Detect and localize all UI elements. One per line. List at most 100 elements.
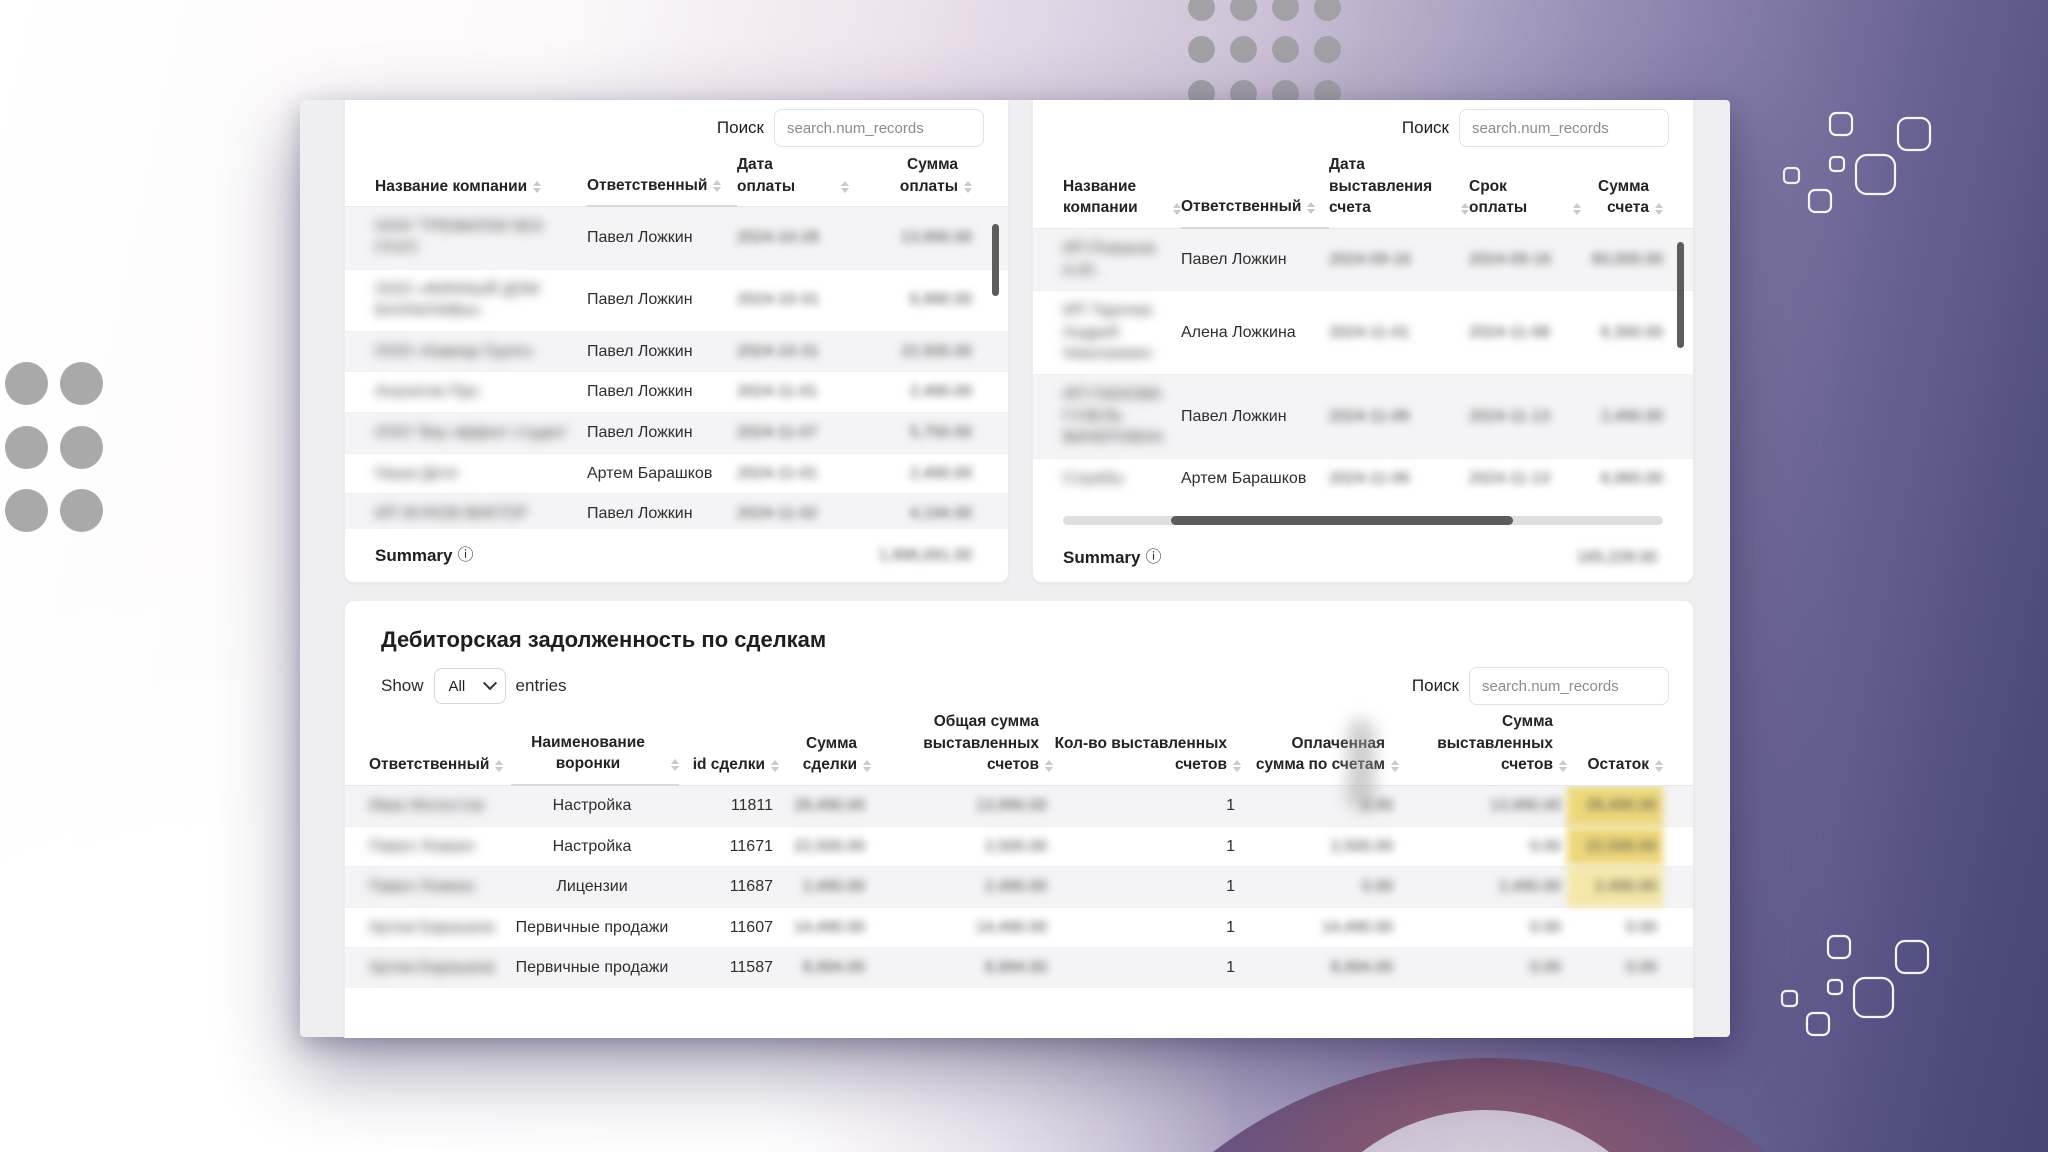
cell-responsible: Павел Ложкин bbox=[587, 383, 693, 401]
cell-amount: 22,500.00 bbox=[900, 342, 972, 360]
column-header-company[interactable]: Название компании bbox=[1063, 176, 1181, 228]
cell-rest-highlighted: 2,490.00 bbox=[1567, 867, 1663, 907]
cell-invoice-count: 1 bbox=[1226, 918, 1235, 936]
cell-date: 2024-10-31 bbox=[737, 291, 819, 309]
cell-amount: 2,490.00 bbox=[909, 383, 972, 401]
summary-label: Summary bbox=[375, 546, 453, 565]
column-header-issue-date[interactable]: Дата выставления счета bbox=[1329, 154, 1469, 228]
table-row: ИП ЖУКОВ ВИКТОР Павел Ложкин 2024-11-02 … bbox=[345, 493, 1008, 530]
payments-table-card: Поиск Название компании Ответственный Да… bbox=[344, 100, 1009, 583]
cell-company: ООО «Кавиар Групп» bbox=[375, 342, 535, 360]
cell-deal-id: 11607 bbox=[729, 918, 773, 936]
sort-icon bbox=[1045, 760, 1053, 773]
info-icon[interactable] bbox=[1145, 550, 1161, 566]
invoices-summary-row: Summary 165,228.00 bbox=[1063, 548, 1657, 568]
column-header-invoiced-total[interactable]: Общая сумма выставленных счетов bbox=[871, 711, 1053, 785]
column-header-responsible[interactable]: Ответственный bbox=[1181, 196, 1329, 230]
invoices-table-card: Поиск Название компании Ответственный Да… bbox=[1032, 100, 1694, 583]
table-row: Наши Дети Артем Барашков 2024-11-01 2,49… bbox=[345, 452, 1008, 494]
cell-invoiced-sum: 0.00 bbox=[1529, 918, 1561, 936]
receivables-search-row: Поиск bbox=[1412, 667, 1669, 705]
cell-company: Службы bbox=[1063, 469, 1124, 487]
search-input[interactable] bbox=[1459, 109, 1669, 147]
cell-due-date: 2024-09-16 bbox=[1469, 250, 1551, 268]
search-input[interactable] bbox=[1469, 667, 1669, 705]
column-header-invoice-amount[interactable]: Сумма счета bbox=[1581, 176, 1663, 228]
column-header-rest[interactable]: Остаток bbox=[1567, 754, 1663, 785]
table-row: Аналитик Про Павел Ложкин 2024-11-01 2,4… bbox=[345, 371, 1008, 412]
cell-company: ООО 'ТРЕМИЛЛИ КЕА ГРУП' bbox=[375, 218, 544, 257]
vertical-scrollbar-thumb[interactable] bbox=[992, 224, 999, 296]
column-header-due-date[interactable]: Срок оплаты bbox=[1469, 176, 1581, 228]
cell-invoiced-total: 8,994.00 bbox=[984, 959, 1047, 977]
sort-icon bbox=[841, 181, 849, 194]
cell-issue-date: 2024-09-16 bbox=[1329, 250, 1411, 268]
cell-responsible: Иван Молостов bbox=[369, 797, 485, 815]
info-icon[interactable] bbox=[457, 548, 473, 564]
entries-select[interactable]: All bbox=[433, 668, 506, 704]
horizontal-scrollbar-thumb[interactable] bbox=[1171, 516, 1513, 525]
cell-date: 2024-11-02 bbox=[737, 505, 818, 523]
cell-funnel: Настройка bbox=[552, 797, 632, 815]
entries-label: entries bbox=[515, 676, 567, 695]
cell-deal-id: 11671 bbox=[729, 837, 773, 855]
horizontal-scrollbar-track[interactable] bbox=[1063, 516, 1663, 525]
cell-invoiced-sum: 13,990.00 bbox=[1489, 797, 1561, 815]
sort-icon bbox=[771, 760, 779, 773]
cell-invoiced-sum: 0.00 bbox=[1529, 837, 1561, 855]
column-header-responsible[interactable]: Ответственный bbox=[369, 754, 511, 785]
cell-amount: 4,194.00 bbox=[909, 505, 972, 523]
cell-paid-sum: 8,994.00 bbox=[1330, 959, 1393, 977]
search-label: Поиск bbox=[1411, 676, 1459, 695]
decor-squares-bottom-right bbox=[1780, 934, 1930, 1037]
column-header-pay-date[interactable]: Дата оплаты bbox=[737, 154, 849, 206]
cell-responsible: Павел Ложкин bbox=[369, 878, 475, 896]
cell-paid-sum: 14,490.00 bbox=[1321, 918, 1393, 936]
cell-responsible: Павел Ложкин bbox=[587, 229, 693, 247]
column-header-deal-id[interactable]: id сделки bbox=[679, 754, 779, 785]
payments-search-row: Поиск bbox=[345, 100, 1008, 150]
column-header-invoiced-sum[interactable]: Сумма выставленных счетов bbox=[1399, 711, 1567, 785]
cell-company: ООО 'Вау эффект студио' bbox=[375, 423, 568, 441]
column-header-paid-sum[interactable]: Оплаченная сумма по счетам bbox=[1241, 733, 1399, 785]
cell-due-date: 2024-11-08 bbox=[1469, 323, 1550, 341]
table-row: Артем Барашков Первичные продажи 11587 8… bbox=[345, 947, 1693, 989]
column-header-company[interactable]: Название компании bbox=[375, 176, 587, 207]
receivables-table-card: Дебиторская задолженность по сделкам Sho… bbox=[344, 600, 1694, 1038]
cell-date: 2024-10-31 bbox=[737, 342, 819, 360]
cell-amount: 6,990.00 bbox=[909, 291, 972, 309]
cell-paid-sum: 0.00 bbox=[1361, 797, 1393, 815]
cell-rest-highlighted: 22,500.00 bbox=[1567, 826, 1663, 867]
cell-deal-sum: 22,500.00 bbox=[793, 837, 865, 855]
cell-responsible: Артем Барашков bbox=[369, 959, 495, 977]
table-row: ООО «Кавиар Групп» Павел Ложкин 2024-10-… bbox=[345, 330, 1008, 372]
cell-issue-date: 2024-11-06 bbox=[1329, 407, 1410, 425]
sort-icon bbox=[713, 180, 722, 193]
search-label: Поиск bbox=[716, 118, 764, 137]
column-header-funnel[interactable]: Наименование воронки bbox=[511, 732, 679, 787]
column-header-responsible[interactable]: Ответственный bbox=[587, 175, 737, 208]
column-header-invoice-count[interactable]: Кол-во выставленных счетов bbox=[1053, 733, 1241, 785]
sort-icon bbox=[1655, 203, 1663, 216]
table-row: Павел Ложкин Настройка 11671 22,500.00 2… bbox=[345, 825, 1693, 867]
cell-responsible: Артем Барашков bbox=[1181, 469, 1307, 487]
vertical-scrollbar-thumb[interactable] bbox=[1677, 242, 1684, 348]
show-entries-control: Show All entries bbox=[381, 668, 567, 704]
column-header-pay-amount[interactable]: Сумма оплаты bbox=[849, 154, 972, 206]
cell-amount: 6,300.00 bbox=[1600, 323, 1663, 341]
search-input[interactable] bbox=[774, 109, 984, 147]
cell-funnel: Лицензии bbox=[556, 878, 628, 896]
sort-icon bbox=[1573, 203, 1581, 216]
cell-issue-date: 2024-11-01 bbox=[1329, 323, 1410, 341]
cell-company: Наши Дети bbox=[375, 464, 458, 482]
sort-icon bbox=[671, 759, 679, 772]
table-row: Иван Молостов Настройка 11811 28,490.00 … bbox=[345, 786, 1693, 826]
column-header-deal-sum[interactable]: Сумма сделки bbox=[779, 733, 871, 785]
cell-invoiced-total: 2,490.00 bbox=[984, 878, 1047, 896]
cell-amount: 2,490.00 bbox=[909, 464, 972, 482]
cell-responsible: Алена Ложкина bbox=[1181, 323, 1296, 341]
cell-amount: 2,490.00 bbox=[1600, 407, 1663, 425]
cell-rest: 0.00 bbox=[1625, 918, 1657, 936]
table-row: ООО 'Вау эффект студио' Павел Ложкин 202… bbox=[345, 411, 1008, 453]
